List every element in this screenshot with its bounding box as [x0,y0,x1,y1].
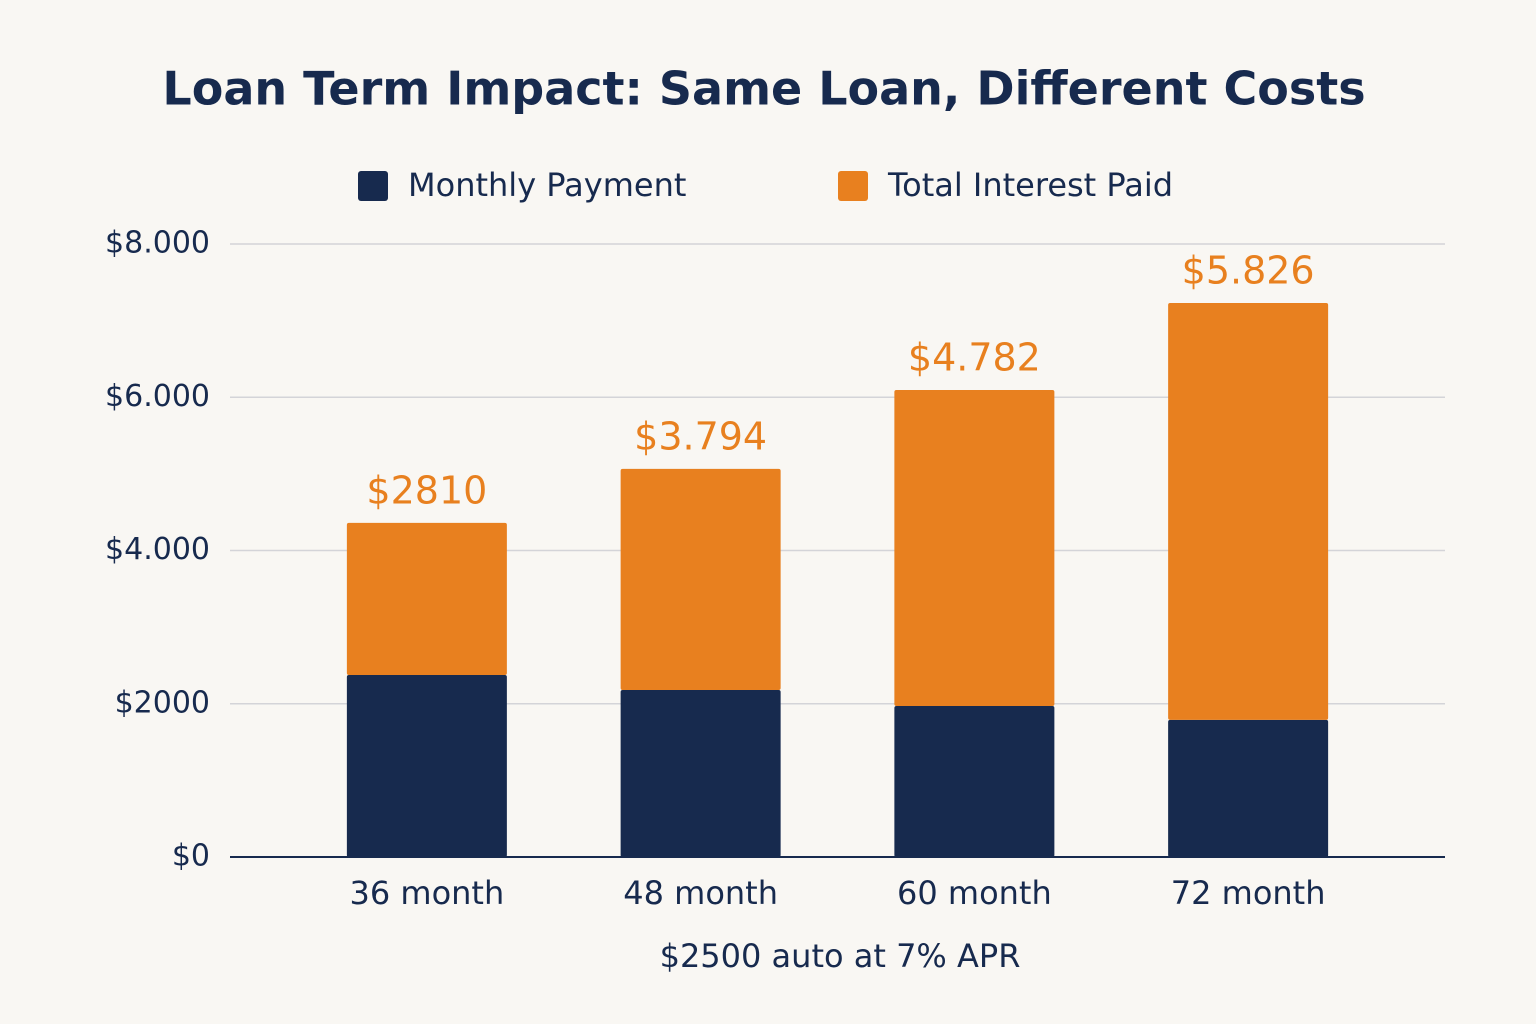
data-label: $2810 [366,468,487,512]
x-tick-label: 60 month [897,874,1052,912]
legend-label: Monthly Payment [408,166,686,204]
bar-segment [1168,719,1329,857]
bar-segment [620,689,781,857]
bar-segment [346,675,507,857]
y-tick-label: $8.000 [105,226,210,261]
x-tick-label: 36 month [350,874,505,912]
bar-segment [1168,303,1329,720]
legend-swatch [358,171,388,201]
data-label: $5.826 [1182,249,1315,293]
bar-segment [346,522,507,676]
bar-segment [620,468,781,690]
chart-title: Loan Term Impact: Same Loan, Different C… [162,62,1365,116]
y-tick-label: $2000 [115,685,210,720]
legend-swatch [838,171,868,201]
legend-label: Total Interest Paid [887,166,1173,204]
x-tick-label: 72 month [1171,874,1326,912]
y-tick-label: $4.000 [105,532,210,567]
bar-segment [894,389,1055,707]
bar-segment [894,706,1055,857]
x-axis-label: $2500 auto at 7% APR [660,937,1021,975]
data-label: $4.782 [908,335,1041,379]
y-tick-label: $0 [172,839,210,874]
data-label: $3.794 [634,414,767,458]
y-tick-label: $6.000 [105,379,210,414]
x-tick-label: 48 month [623,874,778,912]
